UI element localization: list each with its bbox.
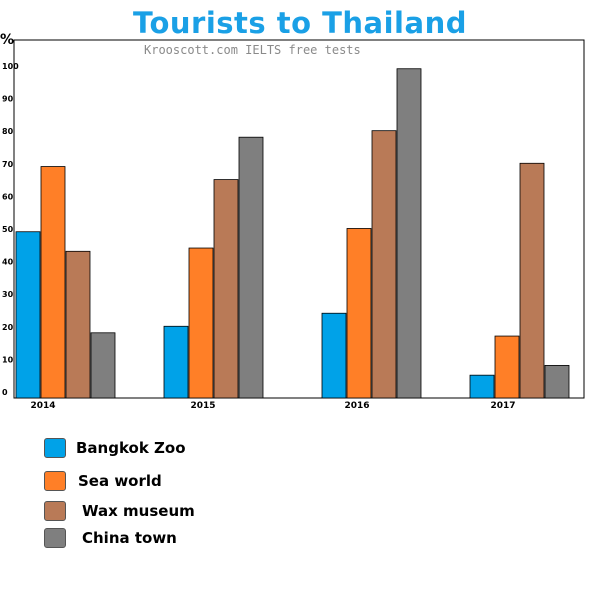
- legend-label: Sea world: [78, 472, 162, 490]
- y-tick-label: 10: [2, 355, 14, 364]
- bar-wax-museum-2014: [65, 250, 91, 399]
- legend-swatch: [44, 501, 66, 521]
- bar-china-town-2017: [544, 364, 570, 399]
- y-tick-label: 0: [2, 388, 8, 397]
- watermark: Krooscott.com IELTS free tests: [144, 43, 361, 57]
- y-axis-unit-label: %: [0, 32, 15, 48]
- legend-item-china-town: China town: [44, 528, 177, 548]
- x-tick-label: 2016: [344, 401, 369, 411]
- legend-item-sea-world: Sea world: [44, 471, 162, 491]
- bar-china-town-2015: [238, 136, 264, 399]
- y-tick-label: 50: [2, 225, 14, 234]
- bar-sea-world-2016: [346, 228, 372, 399]
- plot-border: [13, 39, 585, 399]
- bar-bangkok-zoo-2015: [163, 325, 189, 399]
- bar-wax-museum-2016: [371, 130, 397, 399]
- plot-frame: [13, 39, 585, 399]
- bar-bangkok-zoo-2017: [469, 374, 495, 399]
- bar-wax-museum-2015: [213, 179, 239, 399]
- bar-sea-world-2015: [188, 247, 214, 399]
- legend-swatch: [44, 471, 66, 491]
- legend-label: Bangkok Zoo: [76, 439, 186, 457]
- bar-china-town-2014: [90, 332, 116, 399]
- bar-wax-museum-2017: [519, 162, 545, 399]
- x-tick-label: 2014: [30, 401, 55, 411]
- y-tick-labels: 0 10 20 30 40 50 60 70 80 90 100: [2, 62, 19, 397]
- y-tick-label: 30: [2, 290, 14, 299]
- y-tick-label: 40: [2, 258, 14, 267]
- bar-china-town-2016: [396, 68, 422, 399]
- bar-bangkok-zoo-2016: [321, 312, 347, 399]
- chart-title: Tourists to Thailand: [133, 6, 467, 40]
- bar-sea-world-2017: [494, 335, 520, 399]
- bar-chart: 0 10 20 30 40 50 60 70 80 90 100 2014 2015 2016 2017: [2, 39, 585, 411]
- y-tick-label: 60: [2, 192, 14, 201]
- legend-swatch: [44, 528, 66, 548]
- bar-sea-world-2014: [40, 166, 66, 399]
- legend-label: Wax museum: [82, 502, 195, 520]
- x-tick-label: 2015: [190, 401, 215, 411]
- bar-bangkok-zoo-2014: [15, 231, 41, 399]
- legend-label: China town: [82, 529, 177, 547]
- legend-swatch: [44, 438, 66, 458]
- y-tick-label: 70: [2, 160, 14, 169]
- x-tick-labels: 2014 2015 2016 2017: [30, 401, 515, 411]
- y-tick-label: 20: [2, 323, 14, 332]
- y-tick-label: 80: [2, 127, 14, 136]
- y-tick-label: 100: [2, 62, 19, 71]
- x-tick-label: 2017: [490, 401, 515, 411]
- legend-item-wax-museum: Wax museum: [44, 501, 195, 521]
- y-tick-label: 90: [2, 95, 14, 104]
- legend-item-bangkok-zoo: Bangkok Zoo: [44, 438, 186, 458]
- bars-group: [15, 68, 570, 399]
